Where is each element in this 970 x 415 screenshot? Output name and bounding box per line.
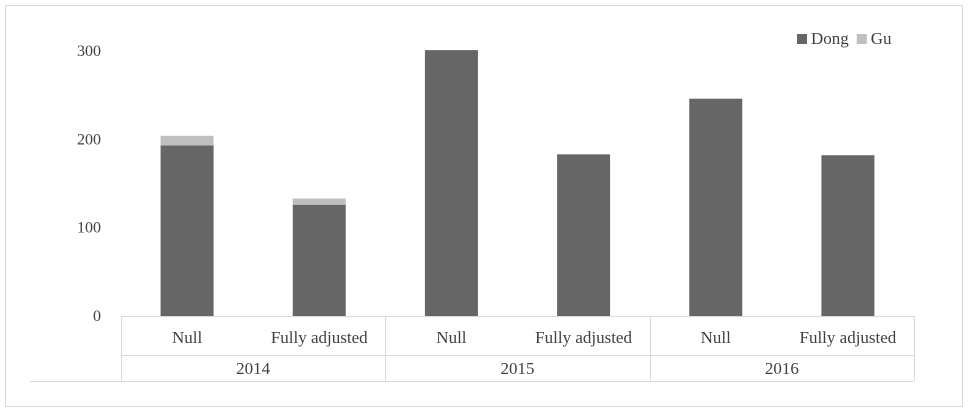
- category-label: Null: [436, 328, 467, 347]
- legend-swatch-dong: [797, 34, 807, 44]
- bar-dong-2: [424, 50, 478, 316]
- bar-gu-0: [160, 135, 214, 146]
- legend-swatch-gu: [856, 34, 867, 44]
- category-label: Fully adjusted: [535, 328, 632, 347]
- bar-gu-1: [292, 198, 346, 205]
- y-tick-label: 300: [77, 43, 101, 60]
- bar-dong-1: [292, 204, 346, 316]
- y-tick-label: 0: [93, 308, 101, 325]
- group-label: 2014: [236, 359, 271, 378]
- y-tick-label: 200: [77, 131, 101, 148]
- category-label: Fully adjusted: [271, 328, 368, 347]
- category-label: Null: [701, 328, 732, 347]
- category-label: Null: [172, 328, 203, 347]
- legend-label-gu: Gu: [871, 29, 892, 48]
- bar-dong-4: [689, 98, 743, 316]
- group-label: 2015: [501, 359, 535, 378]
- bar-dong-3: [557, 154, 611, 316]
- bar-dong-0: [160, 145, 214, 316]
- group-label: 2016: [765, 359, 799, 378]
- y-tick-label: 100: [77, 220, 101, 237]
- legend-label-dong: Dong: [811, 29, 849, 48]
- bar-dong-5: [821, 155, 875, 316]
- category-label: Fully adjusted: [800, 328, 897, 347]
